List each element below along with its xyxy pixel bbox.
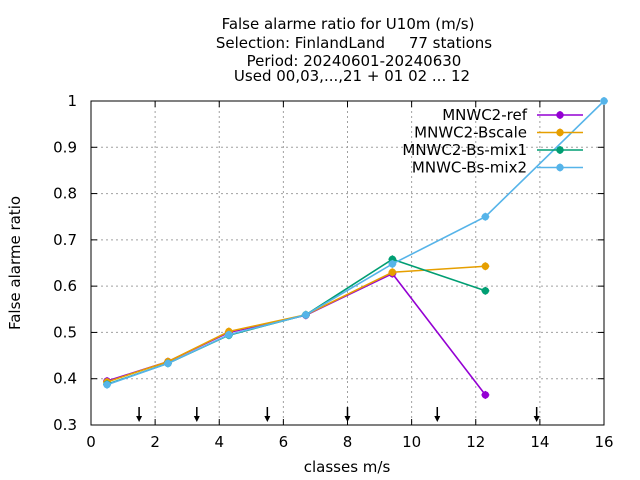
y-tick-label: 0.9: [53, 138, 77, 156]
x-tick-label: 8: [343, 433, 353, 451]
class-arrow-head: [264, 416, 271, 422]
series-mnwc2-bs-mix1: [103, 255, 490, 389]
x-axis-label: classes m/s: [304, 458, 391, 476]
legend-label: MNWC2-ref: [442, 106, 527, 124]
x-tick-label: 12: [466, 433, 485, 451]
series-mnwc2-ref: [103, 269, 490, 399]
x-tick-label: 0: [86, 433, 96, 451]
series: [103, 97, 608, 399]
y-tick-label: 0.4: [53, 370, 77, 388]
y-tick-label: 0.3: [53, 416, 77, 434]
title-line-1: False alarme ratio for U10m (m/s): [222, 15, 475, 33]
series-line: [106, 100, 605, 386]
title-line-3: Period: 20240601-20240630: [247, 52, 462, 70]
class-arrows: [136, 407, 540, 422]
title-line-4: Used 00,03,...,21 + 01 02 ... 12: [234, 67, 470, 85]
class-arrow-head: [193, 416, 200, 422]
y-tick-label: 0.7: [53, 231, 77, 249]
x-tick-label: 10: [402, 433, 421, 451]
legend: MNWC2-refMNWC2-BscaleMNWC2-Bs-mix1MNWC-B…: [402, 106, 583, 177]
series-line: [106, 272, 487, 396]
y-tick-label: 0.8: [53, 185, 77, 203]
title-line-2: Selection: FinlandLand 77 stations: [216, 34, 492, 52]
y-axis-label: False alarme ratio: [6, 196, 24, 330]
series-mnwc-bs-mix2: [103, 97, 608, 389]
class-arrow-head: [136, 416, 143, 422]
grid: [91, 101, 604, 425]
series-line: [106, 265, 486, 383]
y-tick-label: 1: [67, 92, 77, 110]
ticks: 0 2 4 6 8 10 12 14 16 0.3 0.4 0.5 0.6 0.7 0.8 0.9 1: [53, 92, 613, 451]
legend-label: MNWC2-Bscale: [414, 124, 527, 142]
class-arrow-head: [344, 416, 351, 422]
x-tick-label: 6: [279, 433, 289, 451]
legend-label: MNWC-Bs-mix2: [412, 159, 527, 177]
x-tick-label: 16: [594, 433, 613, 451]
x-tick-label: 14: [530, 433, 549, 451]
x-tick-label: 4: [214, 433, 224, 451]
x-tick-label: 2: [150, 433, 160, 451]
chart-title: False alarme ratio for U10m (m/s) Select…: [216, 15, 492, 85]
legend-label: MNWC2-Bs-mix1: [402, 141, 527, 159]
class-arrow-head: [533, 416, 540, 422]
y-tick-label: 0.6: [53, 277, 77, 295]
class-arrow-head: [434, 416, 441, 422]
y-tick-label: 0.5: [53, 323, 77, 341]
